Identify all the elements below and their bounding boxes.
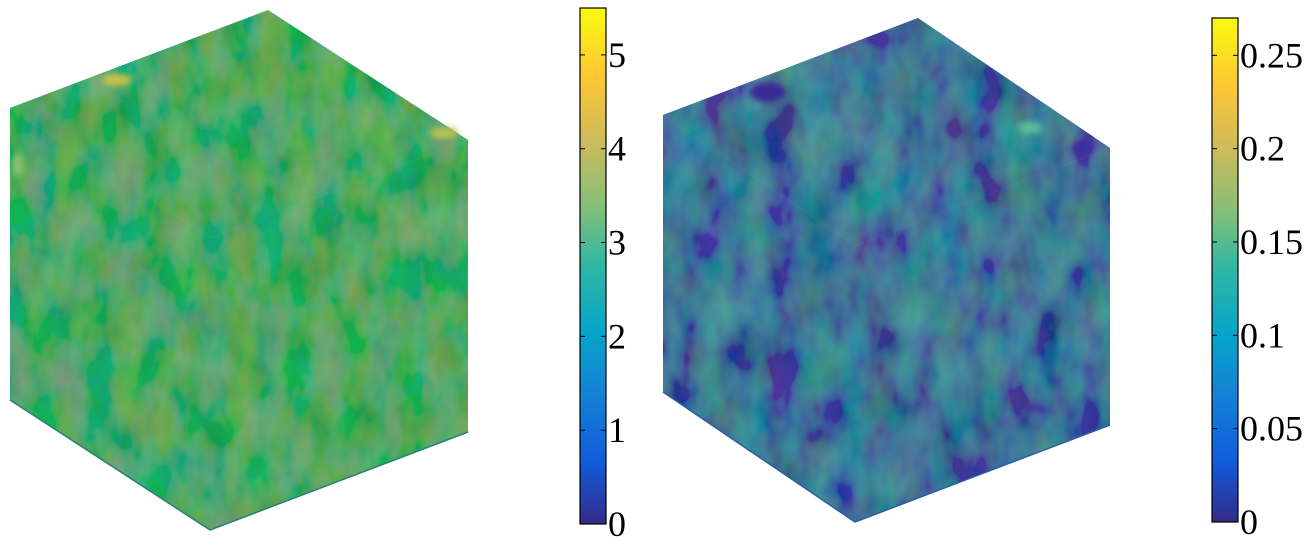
left-colorbar-tick-label: 0 — [608, 504, 626, 544]
right-colorbar-tick-label: 0.2 — [1240, 129, 1285, 169]
left-colorbar-tick-label: 3 — [608, 223, 626, 263]
right-colorbar: 0 0.05 0.1 0.15 0.2 0.25 — [1211, 17, 1303, 542]
right-cube-lowspot — [750, 82, 786, 102]
right-colorbar-tick-label: 0 — [1240, 502, 1258, 542]
right-colorbar-tick-label: 0.25 — [1240, 35, 1303, 75]
left-cube — [9, 10, 469, 531]
right-cube-edge — [662, 391, 1111, 523]
left-cube-edge — [9, 399, 469, 531]
right-cube-hotspot — [1018, 122, 1042, 134]
left-cube-hotspot — [430, 127, 458, 139]
left-colorbar-tick-label: 5 — [608, 35, 626, 75]
left-colorbar: 0 1 2 3 4 5 — [579, 7, 626, 544]
left-colorbar-bar — [579, 7, 607, 525]
left-colorbar-tick-label: 1 — [608, 410, 626, 450]
left-cube-hotspot — [102, 74, 132, 86]
right-cube-lowspot — [1072, 140, 1092, 156]
left-cube-hotspot — [12, 153, 24, 177]
right-colorbar-bar — [1211, 17, 1239, 523]
right-cube — [662, 18, 1111, 523]
right-colorbar-tick-label: 0.15 — [1240, 222, 1303, 262]
left-colorbar-tick-label: 4 — [608, 129, 626, 169]
right-colorbar-tick-label: 0.05 — [1240, 409, 1303, 449]
left-colorbar-tick-label: 2 — [608, 316, 626, 356]
right-colorbar-tick-label: 0.1 — [1240, 315, 1285, 355]
